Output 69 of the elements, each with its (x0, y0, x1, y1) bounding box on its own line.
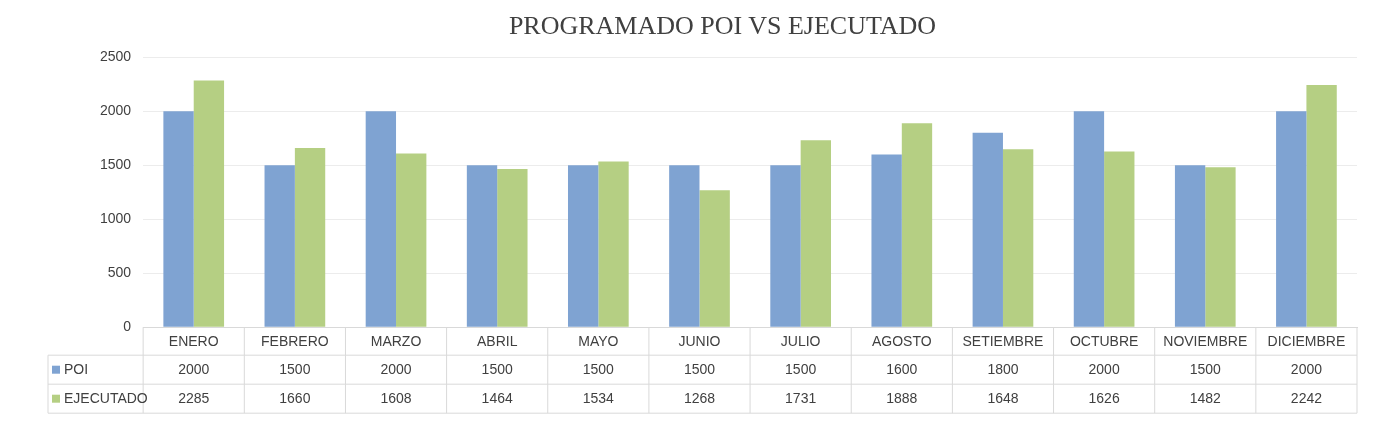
bar (396, 153, 427, 327)
x-tick-label: OCTUBRE (1069, 333, 1139, 350)
data-label: 1482 (1189, 389, 1222, 406)
data-label: 1608 (380, 389, 412, 406)
data-label: 1800 (987, 360, 1019, 377)
bar (365, 111, 397, 327)
bar (871, 154, 902, 327)
legend-label: EJECUTADO (64, 389, 148, 406)
y-tick-label: 0 (123, 318, 132, 335)
x-tick-label: NOVIEMBRE (1163, 333, 1248, 350)
data-label: 1888 (886, 389, 918, 406)
x-tick-label: JUNIO (678, 333, 721, 350)
y-tick-label: 500 (107, 264, 132, 281)
bar (598, 161, 629, 327)
bar (1174, 165, 1206, 327)
data-label: 1500 (279, 360, 311, 377)
legend-label: POI (64, 360, 89, 377)
bar (163, 111, 194, 327)
x-tick-label: MARZO (370, 333, 422, 350)
bar (1073, 111, 1105, 327)
data-label: 2000 (178, 360, 210, 377)
x-tick-label: ENERO (168, 333, 219, 350)
data-label: 1464 (481, 389, 513, 406)
x-tick-label: FEBRERO (261, 333, 329, 350)
bar (1104, 151, 1135, 327)
x-tick-label: AGOSTO (871, 333, 932, 350)
bar (1002, 149, 1034, 327)
bar (972, 132, 1003, 327)
data-label: 2000 (1088, 360, 1120, 377)
bar (1276, 111, 1307, 327)
bar (699, 190, 730, 327)
data-label: 2000 (1290, 360, 1323, 377)
y-tick-label: 2500 (99, 48, 132, 65)
bar (497, 169, 528, 327)
data-label: 2242 (1290, 389, 1323, 406)
data-label: 1534 (582, 389, 615, 406)
data-label: 1731 (785, 389, 817, 406)
bar (193, 80, 225, 327)
data-label: 1626 (1088, 389, 1120, 406)
bar (264, 165, 295, 327)
data-label: 1660 (279, 389, 311, 406)
data-label: 1500 (1189, 360, 1222, 377)
y-tick-label: 1500 (99, 156, 132, 173)
data-label: 1648 (987, 389, 1019, 406)
data-label: 1500 (481, 360, 513, 377)
y-tick-label: 2000 (99, 102, 132, 119)
x-tick-label: DICIEMBRE (1267, 333, 1346, 350)
bar (770, 165, 801, 327)
x-tick-label: MAYO (578, 333, 619, 350)
x-tick-label: SETIEMBRE (962, 333, 1044, 350)
x-tick-label: ABRIL (476, 333, 518, 350)
bar (466, 165, 498, 327)
y-tick-label: 1000 (99, 210, 132, 227)
bar (669, 165, 700, 327)
data-label: 1268 (683, 389, 716, 406)
bar (567, 165, 599, 327)
bar (901, 123, 933, 327)
data-label: 1500 (582, 360, 615, 377)
chart-title: PROGRAMADO POI VS EJECUTADO (508, 11, 937, 41)
x-tick-label: JULIO (780, 333, 821, 350)
bar (1205, 167, 1236, 327)
data-label: 2000 (380, 360, 412, 377)
bar (294, 147, 326, 327)
data-label: 2285 (178, 389, 210, 406)
data-label: 1500 (785, 360, 817, 377)
data-label: 1500 (683, 360, 716, 377)
bar (800, 140, 831, 327)
data-label: 1600 (886, 360, 918, 377)
bar (1306, 85, 1337, 327)
